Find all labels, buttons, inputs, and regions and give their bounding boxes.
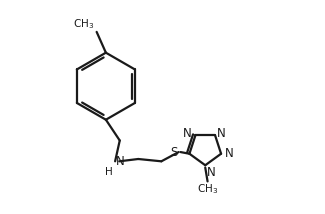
Text: S: S xyxy=(170,146,177,159)
Text: N: N xyxy=(206,166,215,180)
Text: N: N xyxy=(183,126,191,140)
Text: N: N xyxy=(217,126,226,140)
Text: H: H xyxy=(106,167,113,177)
Text: N: N xyxy=(116,155,125,168)
Text: CH$_3$: CH$_3$ xyxy=(197,182,218,196)
Text: CH$_3$: CH$_3$ xyxy=(73,17,94,31)
Text: N: N xyxy=(225,147,234,160)
